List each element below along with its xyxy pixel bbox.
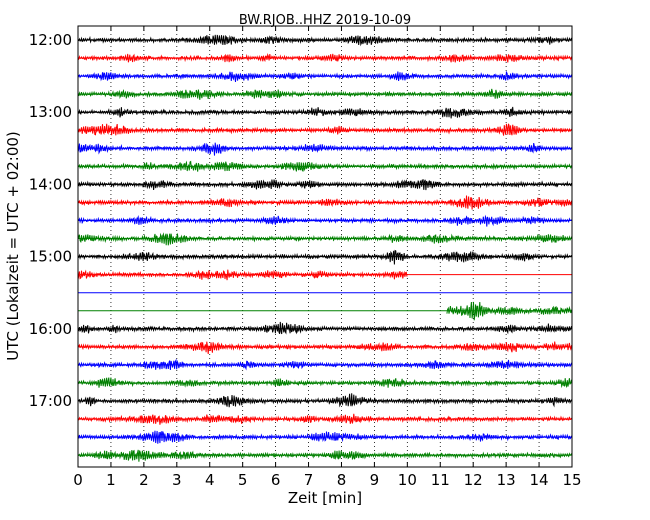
trace-1615 [77, 341, 572, 354]
trace-1445 [77, 232, 572, 246]
x-tick-label: 2 [139, 471, 149, 489]
trace-waveform [77, 321, 572, 335]
x-tick-label: 8 [337, 471, 347, 489]
trace-waveform [446, 301, 572, 321]
x-tick-label: 0 [73, 471, 83, 489]
trace-1430 [77, 214, 572, 227]
trace-1245 [77, 88, 572, 100]
trace-1630 [77, 358, 572, 371]
x-tick-label: 6 [271, 471, 281, 489]
trace-waveform [77, 377, 572, 389]
trace-1200 [77, 34, 572, 47]
trace-waveform [77, 358, 572, 371]
trace-waveform [77, 249, 572, 265]
trace-1745 [77, 449, 572, 462]
x-axis-ticks: 0 1 2 3 4 5 6 7 8 9 10 11 12 13 14 15 [73, 26, 582, 489]
x-tick-label: 3 [172, 471, 182, 489]
x-tick-label: 15 [562, 471, 581, 489]
x-tick-label: 7 [304, 471, 314, 489]
trace-waveform [77, 34, 572, 47]
y-tick-label: 17:00 [29, 392, 72, 410]
x-tick-label: 12 [464, 471, 483, 489]
x-axis-label: Zeit [min] [288, 489, 362, 507]
trace-waveform [77, 413, 572, 425]
trace-waveform [77, 214, 572, 227]
trace-1500 [77, 249, 572, 265]
y-tick-label: 14:00 [29, 175, 72, 193]
x-tick-label: 1 [106, 471, 116, 489]
y-tick-label: 15:00 [29, 248, 72, 266]
trace-waveform [77, 232, 572, 246]
trace-waveform [77, 393, 572, 408]
trace-1700 [77, 393, 572, 408]
trace-waveform [77, 449, 572, 462]
trace-1600 [77, 321, 572, 335]
trace-1300 [77, 106, 572, 119]
x-tick-label: 4 [205, 471, 215, 489]
trace-1730 [77, 430, 572, 444]
y-axis-ticks: 12:00 13:00 14:00 15:00 16:00 17:00 [29, 31, 572, 410]
trace-1415 [77, 195, 572, 210]
trace-waveform [77, 179, 572, 191]
trace-waveform [77, 269, 408, 281]
x-tick-label: 10 [398, 471, 417, 489]
trace-waveform [77, 430, 572, 444]
trace-waveform [77, 123, 572, 136]
trace-waveform [77, 160, 572, 173]
trace-1545 [78, 301, 572, 321]
trace-1230 [77, 70, 572, 82]
x-tick-label: 14 [530, 471, 549, 489]
trace-waveform [77, 88, 572, 100]
trace-waveform [77, 106, 572, 119]
y-tick-label: 16:00 [29, 320, 72, 338]
y-axis-label: UTC (Lokalzeit = UTC + 02:00) [4, 131, 22, 361]
trace-1215 [77, 53, 572, 63]
x-tick-label: 13 [497, 471, 516, 489]
trace-waveform [77, 341, 572, 354]
plot-frame [77, 25, 573, 468]
trace-waveform [77, 142, 572, 156]
trace-1715 [77, 413, 572, 425]
trace-waveform [77, 70, 572, 82]
trace-1345 [77, 160, 572, 173]
y-tick-label: 13:00 [29, 103, 72, 121]
trace-1645 [77, 377, 572, 389]
vertical-gridlines [110, 26, 540, 467]
trace-1330 [77, 142, 572, 156]
trace-waveform [77, 195, 572, 210]
x-tick-label: 9 [370, 471, 380, 489]
chart-title: BW.RJOB..HHZ 2019-10-09 [239, 13, 411, 28]
trace-1515 [77, 269, 572, 281]
trace-waveform [77, 53, 572, 63]
y-tick-label: 12:00 [29, 31, 72, 49]
x-tick-label: 11 [431, 471, 450, 489]
x-tick-label: 5 [238, 471, 248, 489]
trace-1315 [77, 123, 572, 136]
trace-group [77, 34, 572, 462]
trace-1400 [77, 179, 572, 191]
